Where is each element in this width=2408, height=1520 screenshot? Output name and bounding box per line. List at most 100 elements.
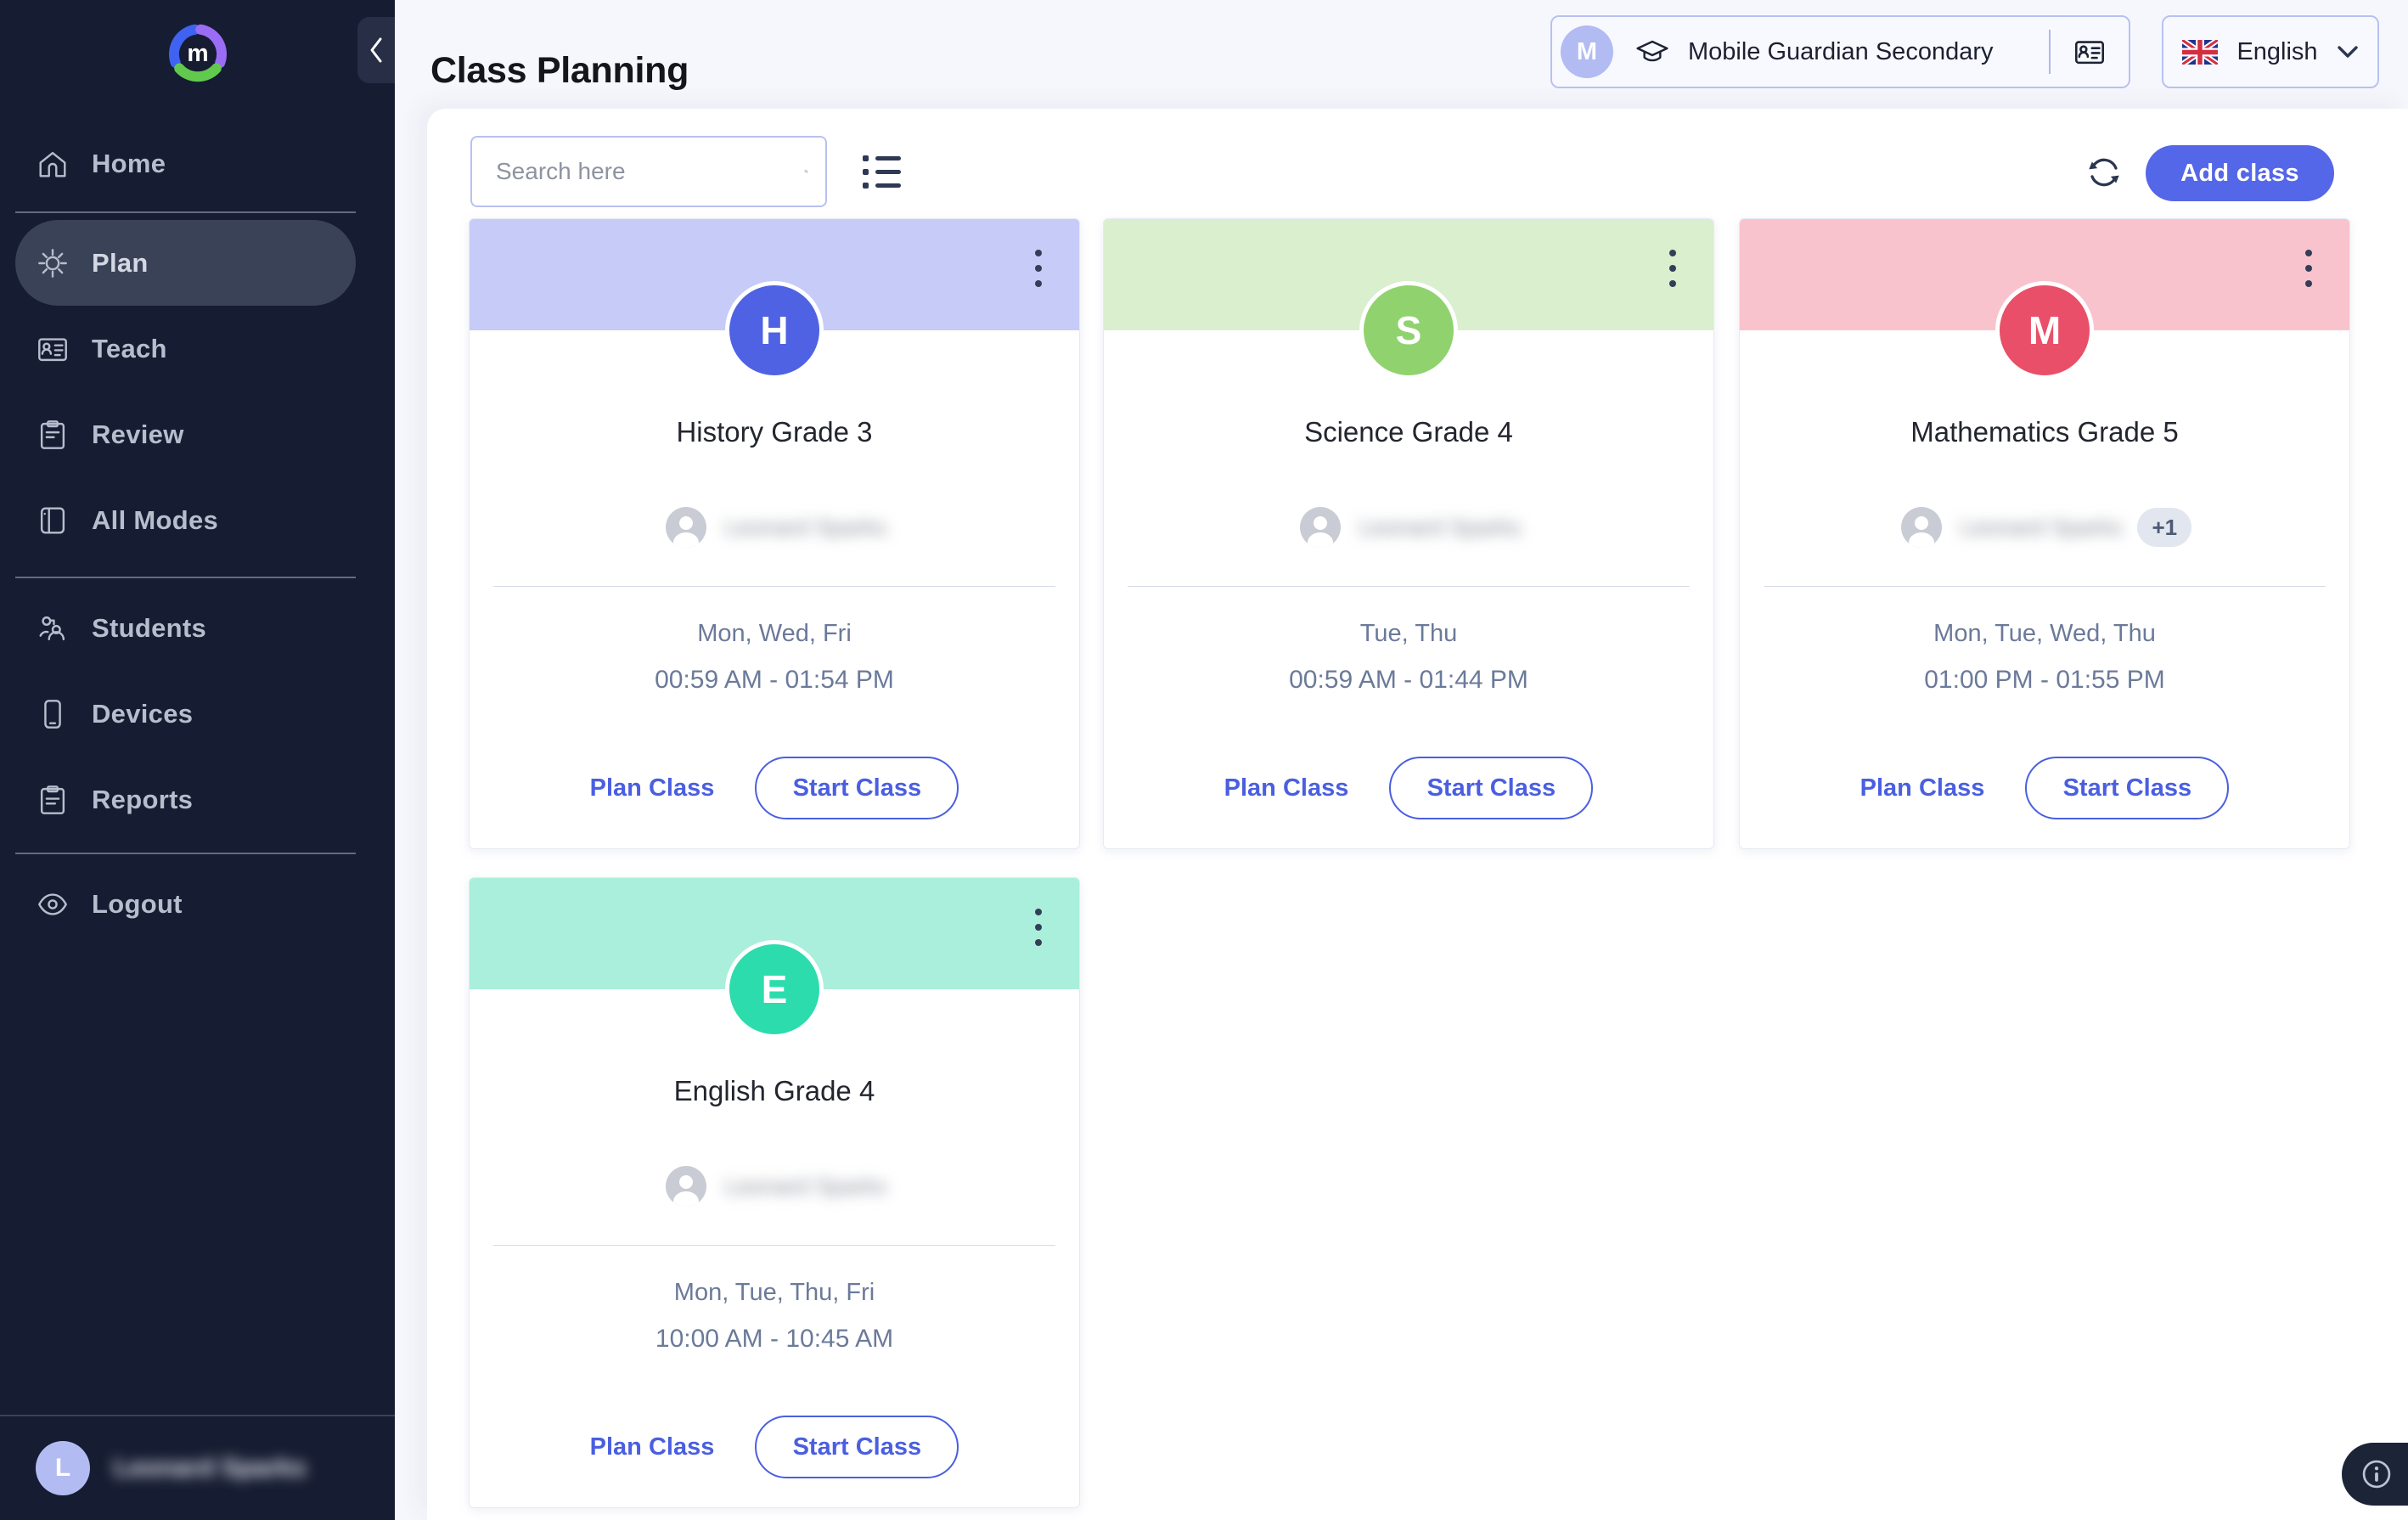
class-avatar: M — [1995, 281, 2094, 380]
class-initial: S — [1395, 308, 1422, 352]
class-initial: E — [761, 967, 788, 1011]
uk-flag-icon — [2182, 39, 2218, 65]
sidebar-item-home[interactable]: Home — [0, 121, 395, 206]
plan-class-link[interactable]: Plan Class — [589, 1433, 715, 1461]
sidebar-item-label: Logout — [92, 888, 183, 919]
class-name: History Grade 3 — [676, 416, 873, 448]
person-icon — [1900, 507, 1942, 548]
id-card-icon[interactable] — [2073, 35, 2107, 69]
refresh-icon[interactable] — [2084, 153, 2124, 192]
page-title: Class Planning — [430, 49, 689, 91]
sidebar-divider — [15, 853, 356, 854]
extra-teachers-badge: +1 — [2137, 508, 2192, 547]
teacher-row: Leonard Sparks — [470, 1160, 1079, 1213]
smartphone-icon — [44, 699, 61, 729]
teacher-name-blurred: Leonard Sparks — [1960, 514, 2123, 540]
class-avatar: H — [725, 281, 824, 380]
sidebar-item-plan[interactable]: Plan — [0, 220, 395, 306]
class-time: 00:59 AM - 01:54 PM — [655, 666, 894, 694]
class-card-history: H History Grade 3 Leonard Sparks Mon, We… — [469, 218, 1080, 849]
class-card-english: E English Grade 4 Leonard Sparks Mon, Tu… — [469, 877, 1080, 1508]
card-actions: Plan Class Start Class — [470, 1416, 1079, 1478]
sidebar-item-label: Teach — [92, 333, 167, 363]
sidebar-item-label: Review — [92, 419, 184, 449]
class-avatar: E — [725, 940, 824, 1039]
add-class-button[interactable]: Add class — [2146, 145, 2334, 201]
class-card-mathematics: M Mathematics Grade 5 Leonard Sparks +1 … — [1739, 218, 2350, 849]
chevron-left-icon — [370, 37, 382, 63]
school-selector[interactable]: M Mobile Guardian Secondary — [1550, 15, 2130, 88]
class-initial: M — [2028, 308, 2062, 352]
id-card-icon — [38, 337, 67, 361]
sidebar-item-label: Devices — [92, 698, 194, 729]
start-class-button[interactable]: Start Class — [2025, 757, 2230, 819]
sidebar-user[interactable]: L Leonard Sparks — [0, 1415, 395, 1520]
sidebar-item-review[interactable]: Review — [0, 391, 395, 477]
card-divider — [1764, 586, 2326, 587]
search-input[interactable] — [494, 157, 804, 186]
sidebar-item-label: All Modes — [92, 504, 219, 535]
card-actions: Plan Class Start Class — [1104, 757, 1713, 819]
class-avatar: S — [1359, 281, 1458, 380]
card-menu-button[interactable] — [1020, 241, 1057, 296]
teacher-name-blurred: Leonard Sparks — [724, 514, 887, 540]
sidebar-divider — [15, 577, 356, 578]
start-class-button[interactable]: Start Class — [755, 757, 959, 819]
user-avatar: L — [36, 1441, 90, 1495]
card-divider — [493, 586, 1055, 587]
teacher-name-blurred: Leonard Sparks — [1359, 514, 1522, 540]
class-name: Mathematics Grade 5 — [1910, 416, 2179, 448]
sidebar-item-devices[interactable]: Devices — [0, 671, 395, 757]
sidebar-item-label: Home — [92, 148, 166, 178]
search-box — [470, 136, 827, 207]
person-icon — [665, 507, 706, 548]
teacher-row: Leonard Sparks — [470, 501, 1079, 554]
person-icon — [1299, 507, 1341, 548]
plan-class-link[interactable]: Plan Class — [589, 774, 715, 802]
sidebar-collapse-button[interactable] — [357, 17, 395, 83]
teacher-row: Leonard Sparks — [1104, 501, 1713, 554]
card-menu-button[interactable] — [2290, 241, 2327, 296]
card-divider — [493, 1245, 1055, 1246]
language-selector[interactable]: English — [2162, 15, 2379, 88]
sidebar-item-reports[interactable]: Reports — [0, 757, 395, 842]
user-name-blurred: Leonard Sparks — [114, 1454, 307, 1482]
gear-icon — [38, 248, 67, 278]
class-time: 00:59 AM - 01:44 PM — [1289, 666, 1528, 694]
class-days: Mon, Tue, Wed, Thu — [1933, 620, 2156, 647]
chevron-down-icon — [2338, 46, 2358, 58]
help-widget[interactable] — [2342, 1443, 2408, 1506]
sidebar-item-label: Students — [92, 612, 207, 643]
search-icon[interactable] — [804, 155, 808, 188]
sidebar-item-label: Reports — [92, 784, 194, 814]
report-clipboard-icon — [40, 785, 65, 814]
plan-class-link[interactable]: Plan Class — [1224, 774, 1349, 802]
class-days: Mon, Tue, Thu, Fri — [673, 1279, 875, 1306]
divider — [2049, 30, 2051, 74]
card-menu-button[interactable] — [1020, 900, 1057, 954]
card-menu-button[interactable] — [1654, 241, 1691, 296]
list-view-icon[interactable] — [863, 151, 903, 192]
home-icon — [39, 151, 66, 177]
class-days: Tue, Thu — [1359, 620, 1458, 647]
sidebar-item-logout[interactable]: Logout — [0, 861, 395, 947]
start-class-button[interactable]: Start Class — [755, 1416, 959, 1478]
class-time: 10:00 AM - 10:45 AM — [655, 1325, 894, 1353]
sidebar: m Home Plan — [0, 0, 395, 1520]
class-days: Mon, Wed, Fri — [697, 620, 852, 647]
card-actions: Plan Class Start Class — [1740, 757, 2349, 819]
sidebar-item-teach[interactable]: Teach — [0, 306, 395, 391]
language-label: English — [2236, 37, 2318, 65]
sidebar-item-students[interactable]: Students — [0, 585, 395, 671]
class-card-science: S Science Grade 4 Leonard Sparks Tue, Th… — [1103, 218, 1714, 849]
sidebar-item-all-modes[interactable]: All Modes — [0, 477, 395, 563]
start-class-button[interactable]: Start Class — [1389, 757, 1594, 819]
eye-icon — [38, 892, 67, 915]
svg-text:m: m — [187, 40, 208, 67]
graduation-cap-icon — [1636, 40, 1668, 62]
card-divider — [1128, 586, 1690, 587]
sidebar-item-label: Plan — [92, 247, 149, 278]
plan-class-link[interactable]: Plan Class — [1859, 774, 1985, 802]
sidebar-nav: Home Plan Teach — [0, 121, 395, 947]
